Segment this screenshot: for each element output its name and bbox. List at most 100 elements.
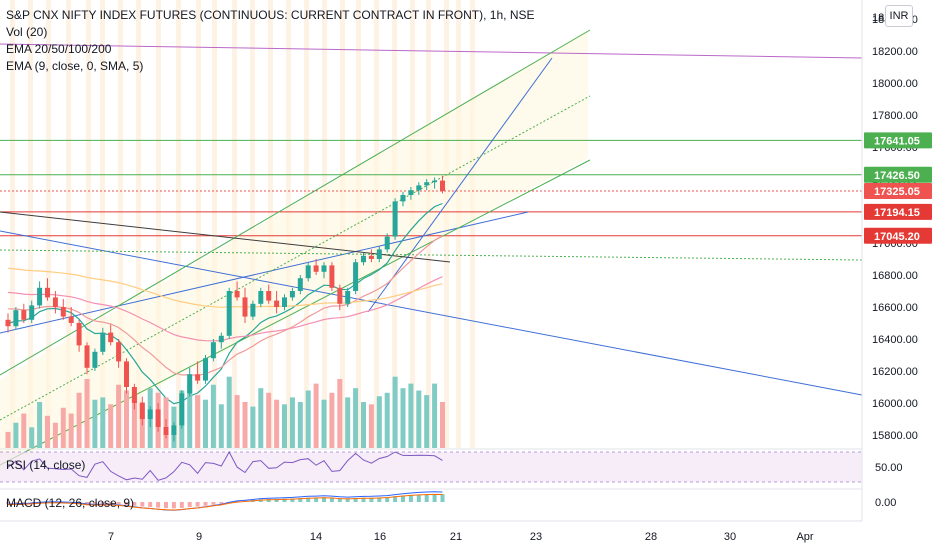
volume-bar (250, 406, 256, 448)
rsi-axis-label: 50.00 (875, 462, 903, 474)
volume-bar (416, 390, 422, 448)
volume-bar (345, 397, 351, 448)
ema-line (7, 276, 443, 342)
candle-body (37, 287, 43, 306)
candle-body (60, 307, 66, 317)
volume-bar (195, 395, 201, 448)
macd-histogram-bar (290, 498, 295, 502)
volume-bar (218, 404, 224, 448)
candle-body (218, 335, 224, 343)
time-tick-label: Apr (796, 531, 813, 543)
candle-body (29, 305, 35, 320)
candle-body (329, 265, 335, 288)
candle-body (424, 182, 430, 186)
session-band (118, 0, 123, 448)
legend-title[interactable]: S&P CNX NIFTY INDEX FUTURES (CONTINUOUS:… (6, 8, 535, 22)
session-band (156, 0, 161, 448)
candle-body (226, 291, 232, 336)
candle-body (361, 255, 366, 263)
legend-ema-sma[interactable]: EMA (9, close, 0, SMA, 5) (6, 59, 144, 73)
macd-histogram-bar (385, 497, 390, 502)
volume-bar (313, 383, 319, 448)
volume-bar (353, 388, 359, 448)
candle-body (242, 297, 248, 317)
rsi-label[interactable]: RSI (14, close) (6, 458, 86, 472)
macd-histogram-bar (424, 494, 429, 502)
trendline (0, 95, 591, 421)
macd-histogram-bar (432, 494, 437, 502)
candle-body (84, 345, 90, 368)
macd-histogram-bar (306, 497, 311, 502)
volume-bar (187, 381, 193, 448)
rsi-band (0, 452, 862, 482)
signal-line (7, 493, 443, 511)
candle-body (416, 185, 422, 191)
legend-volume[interactable]: Vol (20) (6, 25, 48, 39)
session-band (46, 0, 51, 448)
trendline (0, 159, 591, 466)
candle-body (179, 393, 185, 426)
volume-bar (424, 395, 430, 448)
candle-body (321, 265, 327, 272)
price-tag-label: 17325.05 (874, 186, 920, 198)
volume-bar (408, 383, 414, 448)
candle-body (76, 323, 82, 346)
legend-ema-ribbon[interactable]: EMA 20/50/100/200 (6, 42, 112, 56)
macd-histogram-bar (314, 497, 319, 502)
horizontal-levels (0, 139, 862, 237)
trendline (0, 211, 451, 263)
volume-bar (384, 392, 390, 448)
macd-label[interactable]: MACD (12, 26, close, 9) (6, 496, 135, 510)
macd-histogram-bar (393, 496, 398, 502)
macd-histogram-bar (361, 497, 366, 502)
time-tick-label: 16 (374, 531, 386, 543)
time-tick-label: 23 (530, 531, 542, 543)
price-tick-label: 18 (872, 12, 884, 24)
price-tick-label: 18000.00 (872, 78, 918, 90)
volume-bar (68, 413, 74, 448)
volume-bar (13, 422, 19, 448)
candle-body (392, 201, 398, 237)
candle-body (13, 310, 19, 327)
candle-body (210, 342, 216, 359)
price-tag-box (864, 182, 932, 199)
candle-body (345, 291, 351, 304)
candle-body (163, 427, 169, 435)
price-axis[interactable]: 15800.00 16000.00 16200.00 16400.00 16600.00… (861, 0, 932, 521)
volume-bar (440, 402, 445, 448)
ema-line (7, 202, 443, 405)
volume-bars (5, 376, 445, 448)
volume-bar (297, 402, 303, 448)
macd-histogram-bar (282, 498, 287, 502)
time-tick-label: 7 (108, 531, 114, 543)
candle-body (297, 278, 303, 291)
session-band (66, 0, 71, 448)
candle-body (400, 195, 406, 202)
macd-histogram-bar (29, 502, 34, 503)
macd-histogram-bar (6, 502, 10, 504)
volume-bar (274, 399, 280, 448)
macd-histogram-bar (353, 497, 358, 502)
volume-bar (337, 379, 343, 448)
volume-bar (100, 397, 106, 448)
volume-bar (321, 399, 327, 448)
time-axis[interactable]: 7 9 14 16 21 23 28 30 Apr (0, 520, 862, 543)
volume-bar (258, 388, 264, 448)
price-tick-label: 18200.00 (872, 46, 918, 58)
volume-bar (84, 379, 90, 448)
time-tick-label: 30 (724, 531, 736, 543)
session-band (250, 0, 255, 448)
volume-bar (392, 376, 398, 448)
candle-body (282, 297, 287, 307)
session-band (212, 0, 217, 448)
candle-body (108, 332, 114, 343)
candles (5, 175, 445, 442)
candle-body (432, 180, 438, 183)
currency-button[interactable]: INR (885, 5, 913, 27)
volume-bar (45, 415, 50, 448)
price-tag-label: 17194.15 (874, 207, 920, 219)
price-tag-box (864, 166, 932, 183)
macd-histogram-bar (164, 502, 168, 509)
candle-body (250, 303, 256, 317)
